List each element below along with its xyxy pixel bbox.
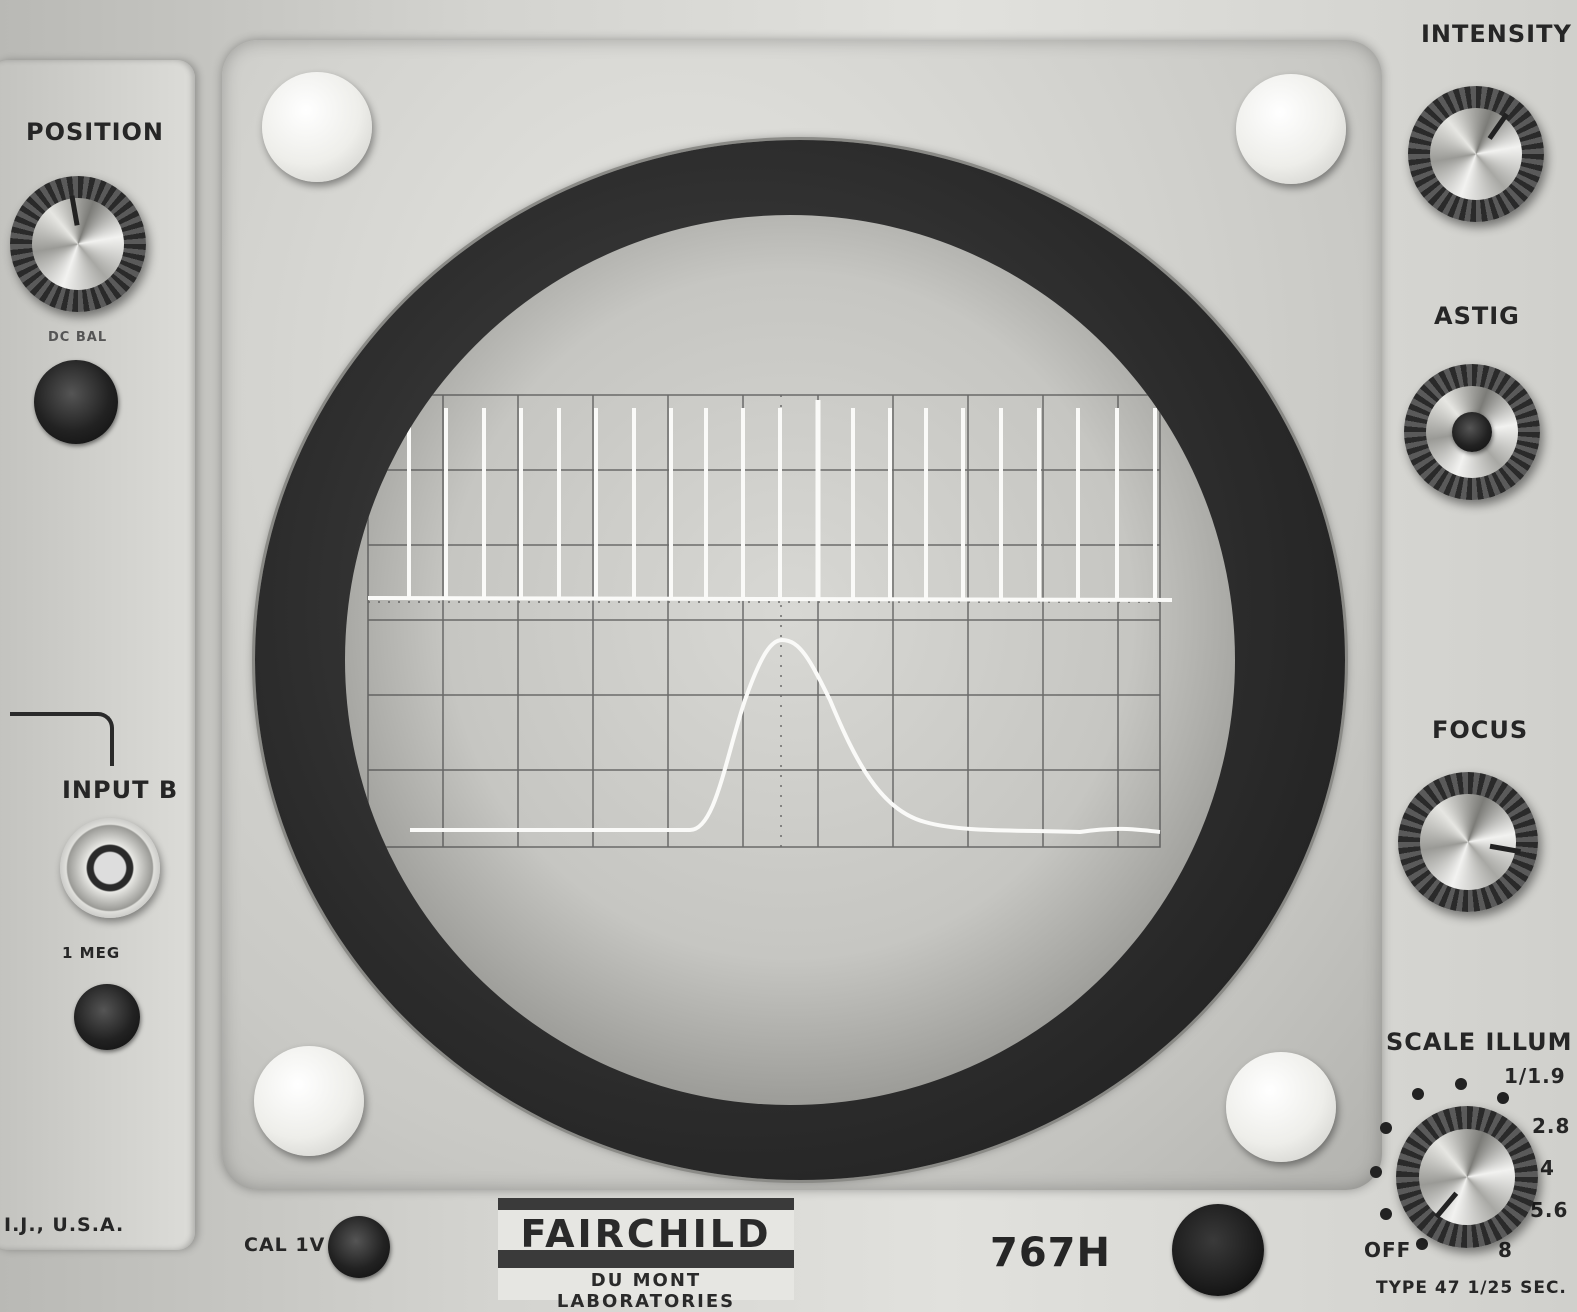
cal-1v-label: CAL 1V	[244, 1234, 326, 1256]
astig-knob-icon[interactable]	[1404, 364, 1540, 500]
aperture-8-label: 8	[1498, 1238, 1513, 1262]
detent-dot	[1370, 1166, 1382, 1178]
intensity-label: INTENSITY	[1421, 20, 1572, 48]
cal-1v-jack-icon[interactable]	[328, 1216, 390, 1278]
screw-icon	[1236, 74, 1346, 184]
position-label: POSITION	[26, 118, 164, 146]
aperture-4-label: 4	[1540, 1156, 1555, 1180]
graticule	[367, 394, 1161, 848]
position-knob-icon[interactable]	[10, 176, 146, 312]
location-label: I.J., U.S.A.	[4, 1214, 125, 1236]
aperture-1-9-label: 1/1.9	[1504, 1064, 1566, 1088]
scale-illum-knob-icon[interactable]	[1396, 1106, 1538, 1248]
scale-illum-label: SCALE ILLUM	[1386, 1028, 1573, 1056]
aperture-2-8-label: 2.8	[1532, 1114, 1571, 1138]
one-meg-label: 1 MEG	[62, 944, 121, 962]
detent-dot	[1380, 1122, 1392, 1134]
detent-dot	[1380, 1208, 1392, 1220]
camera-type-label: TYPE 47 1/25 SEC.	[1376, 1278, 1567, 1298]
upper-trace	[367, 400, 1173, 602]
screw-icon	[1226, 1052, 1336, 1162]
detent-dot	[1497, 1092, 1509, 1104]
screen-face	[345, 215, 1235, 1105]
focus-knob-icon[interactable]	[1398, 772, 1538, 912]
brand-name: FAIRCHILD	[520, 1212, 772, 1256]
input-b-bnc-connector-icon[interactable]	[60, 818, 160, 918]
screw-icon	[262, 72, 372, 182]
off-label: OFF	[1364, 1238, 1412, 1262]
input-b-label: INPUT B	[62, 776, 179, 804]
detent-dot	[1455, 1078, 1467, 1090]
dc-bal-label: DC BAL	[48, 330, 108, 345]
lower-trace	[410, 637, 1161, 835]
focus-label: FOCUS	[1432, 716, 1529, 744]
bracket-line	[10, 712, 114, 766]
aperture-5-6-label: 5.6	[1530, 1198, 1569, 1222]
screw-icon	[254, 1046, 364, 1156]
ground-jack-icon[interactable]	[74, 984, 140, 1050]
detent-dot	[1416, 1238, 1428, 1250]
detent-dot	[1412, 1088, 1424, 1100]
intensity-knob-icon[interactable]	[1408, 86, 1544, 222]
power-lamp-icon[interactable]	[1172, 1204, 1264, 1296]
astig-label: ASTIG	[1434, 302, 1520, 330]
brand-subtitle: DU MONT LABORATORIES	[556, 1270, 736, 1312]
fairchild-logo: FAIRCHILD DU MONT LABORATORIES	[498, 1198, 794, 1312]
model-label: 767H	[990, 1230, 1111, 1276]
dc-bal-jack-icon[interactable]	[34, 360, 118, 444]
